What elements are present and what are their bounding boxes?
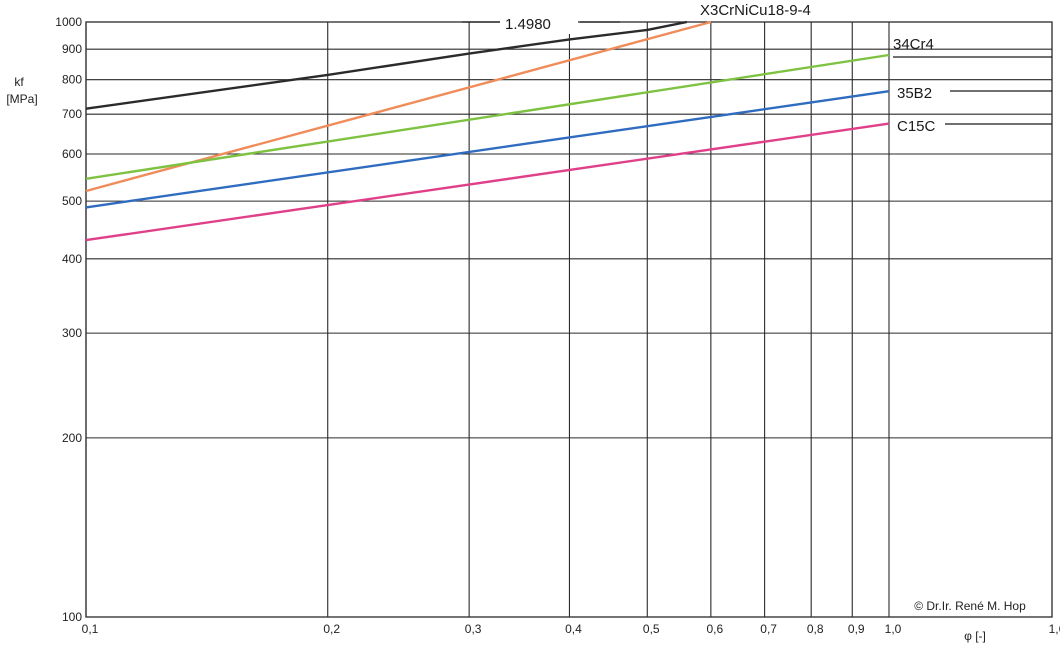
x-tick-label: 0,7 xyxy=(760,622,777,636)
y-tick-label: 500 xyxy=(62,194,82,208)
series-label: 35B2 xyxy=(897,85,932,102)
x-tick-label: 0,6 xyxy=(707,622,724,636)
series-line-c15c xyxy=(85,122,890,242)
tick-labels: 0,1 0,2 0,3 0,4 0,5 0,6 0,7 0,8 0,9 1,0 1,6 100 200 3… xyxy=(55,15,1060,636)
y-tick-label: 1000 xyxy=(55,15,82,29)
x-tick-label: 1,6 xyxy=(1049,622,1060,636)
x-tick-label: 0,8 xyxy=(807,622,824,636)
x-tick-label: 0,4 xyxy=(565,622,582,636)
y-tick-label: 100 xyxy=(62,610,82,624)
x-tick-label: 0,2 xyxy=(323,622,340,636)
y-tick-label: 600 xyxy=(62,147,82,161)
series-label: C15C xyxy=(897,118,936,135)
series-label: X3CrNiCu18-9-4 xyxy=(700,2,811,19)
y-axis-label-line2: [MPa] xyxy=(6,92,37,106)
x-tick-label: 0,3 xyxy=(465,622,482,636)
copyright-credit: © Dr.Ir. René M. Hop xyxy=(914,599,1026,613)
x-axis-label: φ [-] xyxy=(964,629,986,643)
series-label-bg xyxy=(500,14,578,34)
y-axis-label-line1: kf xyxy=(14,75,24,89)
x-tick-label: 0,5 xyxy=(643,622,660,636)
y-tick-label: 400 xyxy=(62,252,82,266)
series-label: 34Cr4 xyxy=(893,36,934,53)
y-tick-label: 800 xyxy=(62,73,82,87)
x-tick-label: 0,1 xyxy=(82,622,99,636)
series-line-1-4980 xyxy=(85,20,688,110)
series-line-35b2 xyxy=(85,90,890,209)
series-labels: 1.4980 X3CrNiCu18-9-4 34Cr4 35B2 C15C xyxy=(462,2,1052,135)
y-tick-label: 900 xyxy=(62,42,82,56)
y-tick-label: 300 xyxy=(62,326,82,340)
grid xyxy=(85,21,1053,618)
y-tick-label: 700 xyxy=(62,107,82,121)
x-tick-label: 1,0 xyxy=(885,622,902,636)
series-line-34cr4 xyxy=(85,53,890,180)
series-line-x3crnicu18-9-4 xyxy=(85,20,712,193)
series-lines xyxy=(85,20,890,242)
series-label: 1.4980 xyxy=(505,16,551,33)
x-tick-label: 0,9 xyxy=(848,622,865,636)
y-tick-label: 200 xyxy=(62,431,82,445)
